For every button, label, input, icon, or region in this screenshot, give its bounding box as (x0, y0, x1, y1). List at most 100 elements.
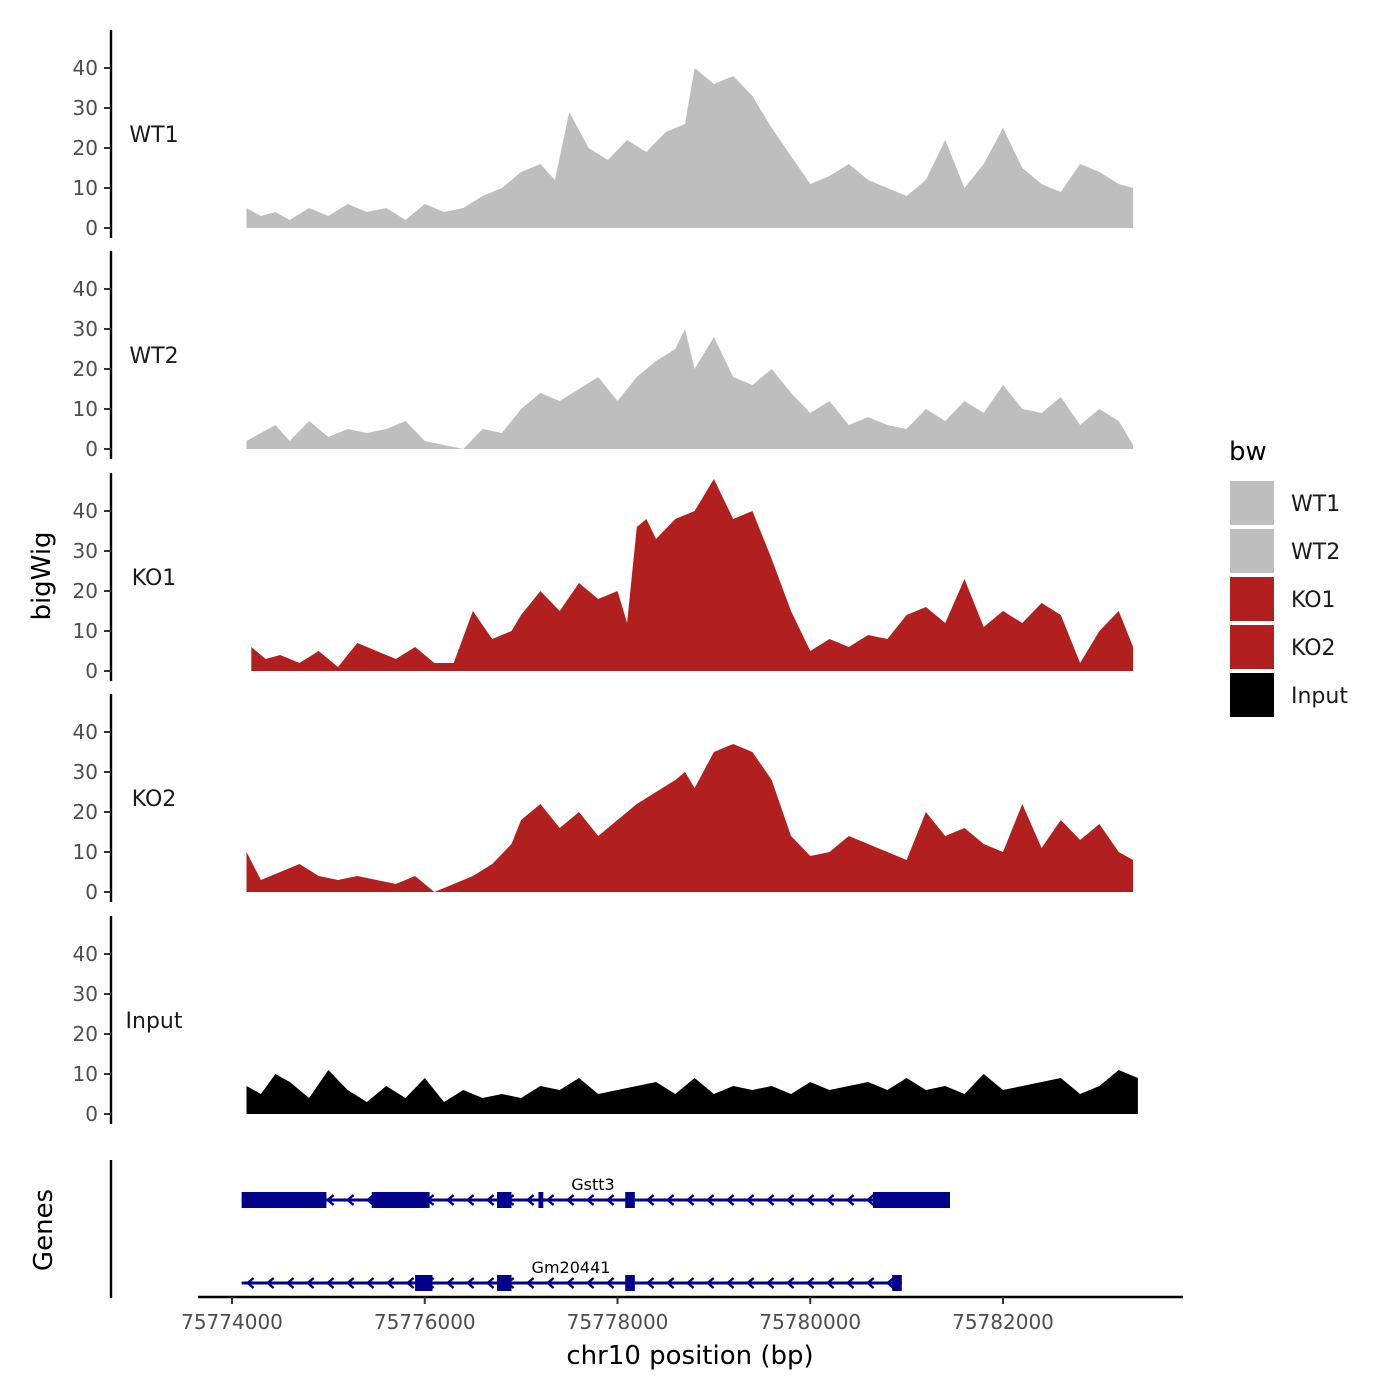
strand-arrow (405, 1277, 415, 1289)
gene-exon (625, 1192, 635, 1208)
strand-arrow (885, 1277, 895, 1289)
strand-arrow (585, 1277, 595, 1289)
y-tick-label: 10 (73, 1062, 98, 1086)
strand-arrow (705, 1277, 715, 1289)
legend-items: WT1 WT2 KO1 KO2 Input (1228, 479, 1348, 719)
strand-arrow (465, 1194, 475, 1206)
y-tick-label: 20 (73, 357, 98, 381)
legend-label: Input (1291, 684, 1348, 709)
y-tick-label: 0 (85, 659, 98, 683)
strand-arrow (645, 1277, 655, 1289)
strand-arrow (665, 1194, 675, 1206)
strand-arrow (645, 1194, 655, 1206)
panel-input: 0 10 20 30 40 Input (73, 916, 1138, 1126)
legend-item-ko2: KO2 (1228, 623, 1336, 671)
strand-arrow (705, 1194, 715, 1206)
strand-arrow (845, 1194, 855, 1206)
panel-wt2: 0 10 20 30 40 WT2 (73, 251, 1134, 461)
y-tick-label: 40 (73, 277, 98, 301)
strand-arrow (365, 1194, 375, 1206)
strand-arrow (525, 1194, 535, 1206)
strand-arrow (525, 1277, 535, 1289)
strand-arrow (305, 1277, 315, 1289)
legend-swatch (1228, 575, 1276, 623)
strand-arrow (245, 1277, 255, 1289)
area-series-wt1 (246, 68, 1134, 228)
legend-swatch (1228, 527, 1276, 575)
legend-item-input: Input (1228, 671, 1348, 719)
y-tick-label: 40 (73, 499, 98, 523)
strand-arrow (685, 1277, 695, 1289)
strand-arrow (605, 1194, 615, 1206)
strand-arrow (345, 1277, 355, 1289)
strand-arrow (605, 1277, 615, 1289)
y-tick-label: 20 (73, 800, 98, 824)
strand-arrow (825, 1194, 835, 1206)
track-panels: 0 10 20 30 40 WT1 0 10 20 30 40 WT2 0 10 20 30 40 KO1 0 10 2… (73, 30, 1138, 1126)
x-tick-label: 75776000 (374, 1310, 476, 1334)
y-tick-label: 20 (73, 579, 98, 603)
strand-arrow (745, 1194, 755, 1206)
strand-arrow (565, 1194, 575, 1206)
strand-arrow (365, 1277, 375, 1289)
legend-swatch (1228, 671, 1276, 719)
strand-arrow (825, 1277, 835, 1289)
gene-gm20441: Gm20441 (241, 1258, 902, 1291)
strand-arrow (445, 1277, 455, 1289)
strand-arrow (385, 1277, 395, 1289)
strand-arrow (785, 1194, 795, 1206)
strand-arrow (485, 1194, 495, 1206)
x-tick-label: 75774000 (181, 1310, 283, 1334)
strand-arrow (805, 1277, 815, 1289)
strand-arrow (265, 1277, 275, 1289)
x-tick-label: 75778000 (567, 1310, 669, 1334)
strand-arrow (765, 1277, 775, 1289)
strand-arrow (345, 1194, 355, 1206)
gene-label: Gstt3 (571, 1175, 614, 1194)
y-tick-label: 30 (73, 982, 98, 1006)
gene-exon (497, 1192, 512, 1208)
y-tick-label: 20 (73, 136, 98, 160)
x-tick-label: 75780000 (759, 1310, 861, 1334)
y-tick-label: 10 (73, 397, 98, 421)
strand-arrow (765, 1194, 775, 1206)
y-tick-label: 20 (73, 1022, 98, 1046)
strand-arrow (865, 1194, 875, 1206)
strand-arrow (725, 1194, 735, 1206)
panel-ko1: 0 10 20 30 40 KO1 (73, 473, 1134, 683)
area-series-ko1 (251, 479, 1134, 671)
legend-label: WT1 (1291, 492, 1340, 517)
strand-arrow (685, 1194, 695, 1206)
panel-wt1: 0 10 20 30 40 WT1 (73, 30, 1134, 240)
gene-exon (371, 1192, 430, 1208)
legend-label: KO1 (1291, 588, 1336, 613)
y-tick-label: 0 (85, 880, 98, 904)
x-tick-label: 75782000 (952, 1310, 1054, 1334)
y-tick-label: 30 (73, 760, 98, 784)
legend-label: KO2 (1291, 636, 1336, 661)
y-tick-label: 10 (73, 619, 98, 643)
legend-item-wt1: WT1 (1228, 479, 1340, 527)
y-tick-label: 30 (73, 317, 98, 341)
area-series-input (246, 1070, 1138, 1114)
y-axis-title: bigWig (27, 531, 57, 620)
strand-arrow (545, 1277, 555, 1289)
panel-label-wt1: WT1 (129, 123, 178, 148)
strand-arrow (845, 1277, 855, 1289)
gene-exon (241, 1192, 327, 1208)
strand-arrow (565, 1277, 575, 1289)
strand-arrow (445, 1194, 455, 1206)
y-tick-label: 40 (73, 56, 98, 80)
strand-arrow (805, 1194, 815, 1206)
y-tick-label: 10 (73, 840, 98, 864)
strand-arrow (725, 1277, 735, 1289)
strand-arrow (665, 1277, 675, 1289)
y-tick-label: 30 (73, 96, 98, 120)
y-tick-label: 30 (73, 539, 98, 563)
panel-ko2: 0 10 20 30 40 KO2 (73, 694, 1134, 904)
legend-item-ko1: KO1 (1228, 575, 1336, 623)
y-tick-label: 40 (73, 942, 98, 966)
panel-label-wt2: WT2 (129, 344, 178, 369)
strand-arrow (465, 1277, 475, 1289)
